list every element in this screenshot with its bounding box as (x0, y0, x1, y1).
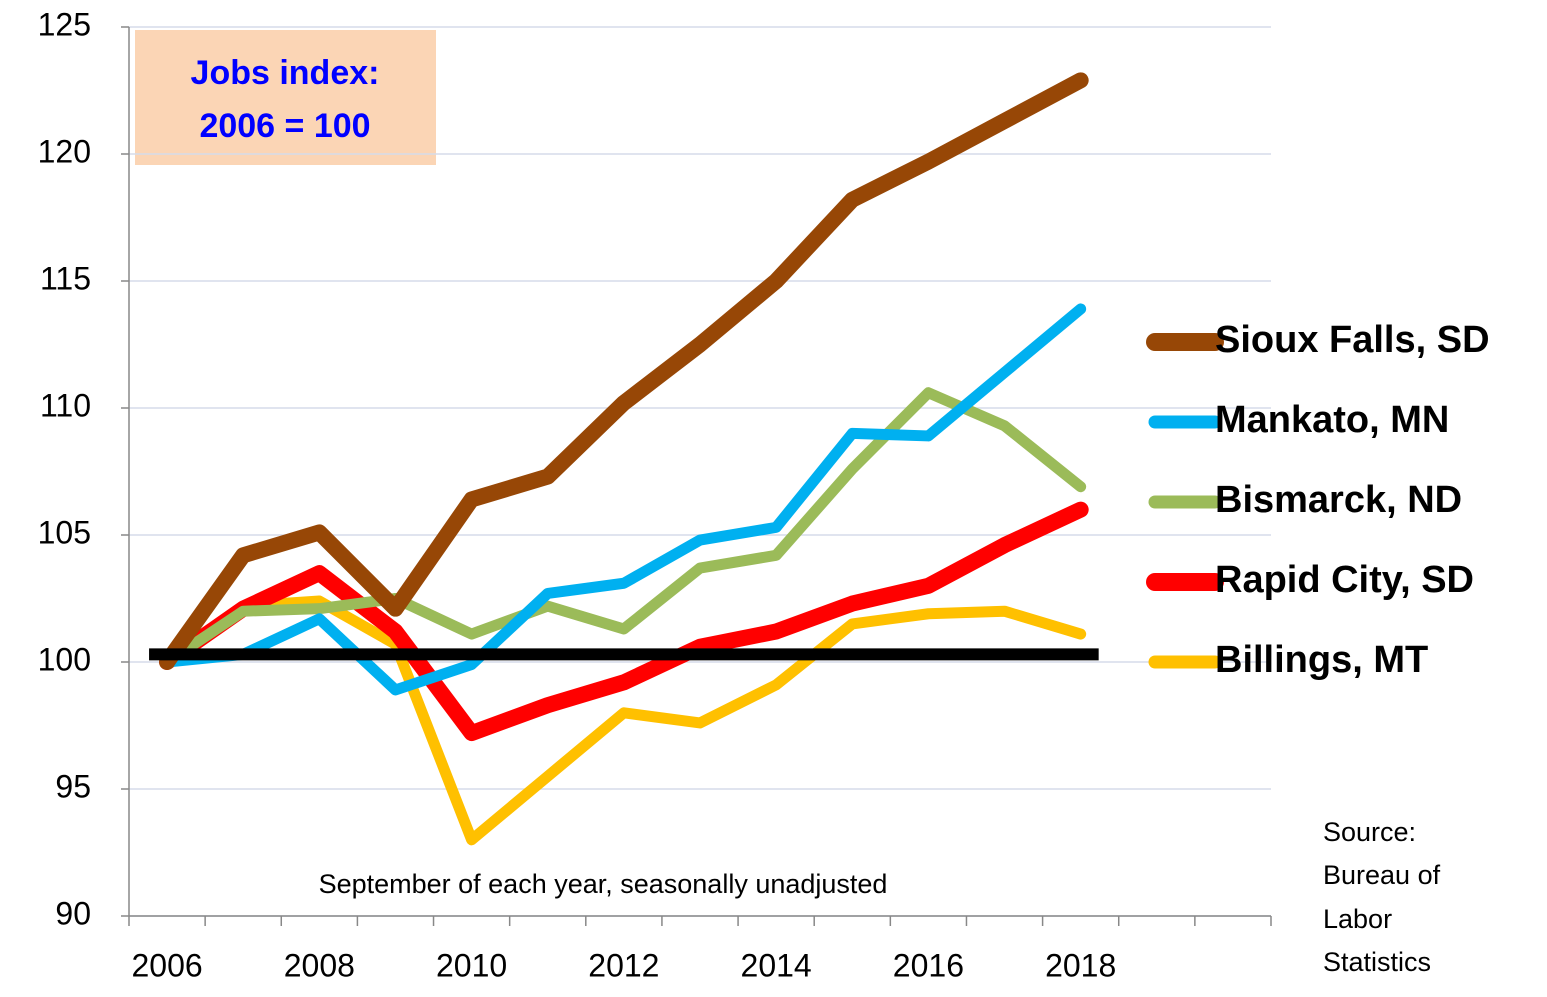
source: Statistics (1323, 947, 1431, 977)
source: Labor (1323, 904, 1392, 934)
series-line (159, 72, 1089, 670)
annotation-box (135, 30, 436, 165)
y-tick-label: 95 (55, 768, 91, 804)
source: Source: (1323, 817, 1416, 847)
note: September of each year, seasonally unadj… (319, 869, 888, 899)
y-tick-label: 115 (40, 260, 91, 296)
series-line (159, 501, 1089, 742)
legend-label: Rapid City, SD (1215, 559, 1474, 601)
y-tick-label: 120 (38, 133, 91, 169)
series-line (161, 595, 1087, 846)
y-tick-label: 100 (38, 641, 91, 677)
annotation: Jobs index: (191, 54, 380, 92)
y-tick-label: 105 (38, 514, 91, 550)
x-tick-label: 2010 (436, 947, 507, 983)
series-line (161, 387, 1087, 668)
plot: 90 95 100 105 110 115 120 125 2006 2008 2010 2012 20… (38, 6, 1490, 983)
y-tick-label: 110 (40, 387, 91, 423)
x-tick-label: 2016 (893, 947, 964, 983)
source: Bureau of (1323, 860, 1441, 890)
x-tick-label: 2012 (588, 947, 659, 983)
legend-label: Sioux Falls, SD (1215, 319, 1490, 361)
legend-label: Mankato, MN (1215, 399, 1449, 441)
y-tick-label: 90 (55, 895, 91, 931)
legend-label: Billings, MT (1215, 639, 1428, 681)
x-tick-label: 2008 (284, 947, 355, 983)
x-tick-label: 2014 (741, 947, 812, 983)
annotation: 2006 = 100 (199, 107, 370, 145)
x-tick-label: 2006 (131, 947, 202, 983)
legend-label: Bismarck, ND (1215, 479, 1462, 521)
y-tick-label: 125 (38, 6, 91, 42)
x-tick-label: 2018 (1045, 947, 1116, 983)
series-line (161, 303, 1087, 696)
